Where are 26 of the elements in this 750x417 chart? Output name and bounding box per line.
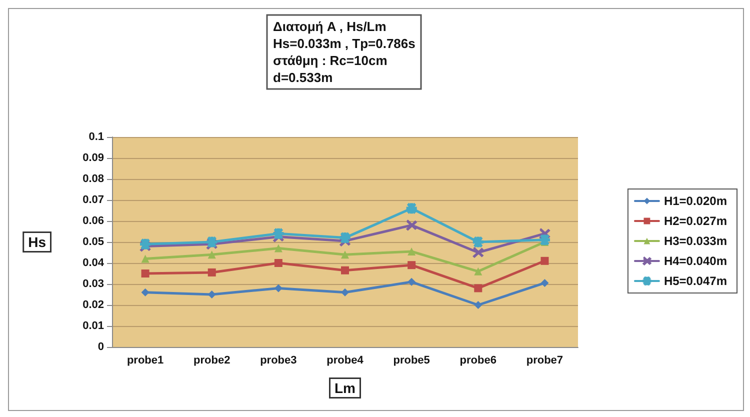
chart-title: Διατομή A , Hs/Lm Hs=0.033m , Tp=0.786s στάθμη : Rc=10cm d=0.533m [273, 19, 416, 85]
x-tick-label: probe4 [326, 354, 364, 366]
x-axis-title: Lm [334, 380, 356, 396]
y-tick-label: 0 [98, 341, 104, 353]
legend-label: H2=0.027m [664, 214, 727, 228]
x-tick-label: probe6 [460, 354, 496, 366]
y-tick-label: 0.05 [82, 236, 104, 248]
x-tick-label: probe7 [526, 354, 564, 366]
y-tick-label: 0.1 [88, 131, 104, 143]
legend-label: H4=0.040m [664, 254, 727, 268]
y-axis-title: Hs [28, 234, 46, 250]
x-tick-label: probe5 [393, 354, 430, 366]
y-tick-label: 0.09 [82, 152, 104, 164]
legend-label: H3=0.033m [664, 234, 727, 248]
legend-label: H1=0.020m [664, 194, 727, 208]
y-tick-label: 0.04 [82, 257, 105, 269]
y-tick-label: 0.03 [82, 278, 104, 290]
x-tick-label: probe3 [260, 354, 297, 366]
x-tick-label: probe2 [194, 354, 230, 366]
y-tick-label: 0.08 [82, 173, 104, 185]
y-tick-label: 0.02 [82, 299, 104, 311]
y-tick-label: 0.06 [82, 215, 104, 227]
y-tick-label: 0.01 [82, 320, 104, 332]
legend-label: H5=0.047m [664, 274, 727, 288]
y-tick-label: 0.07 [82, 194, 104, 206]
x-tick-label: probe1 [126, 354, 164, 366]
